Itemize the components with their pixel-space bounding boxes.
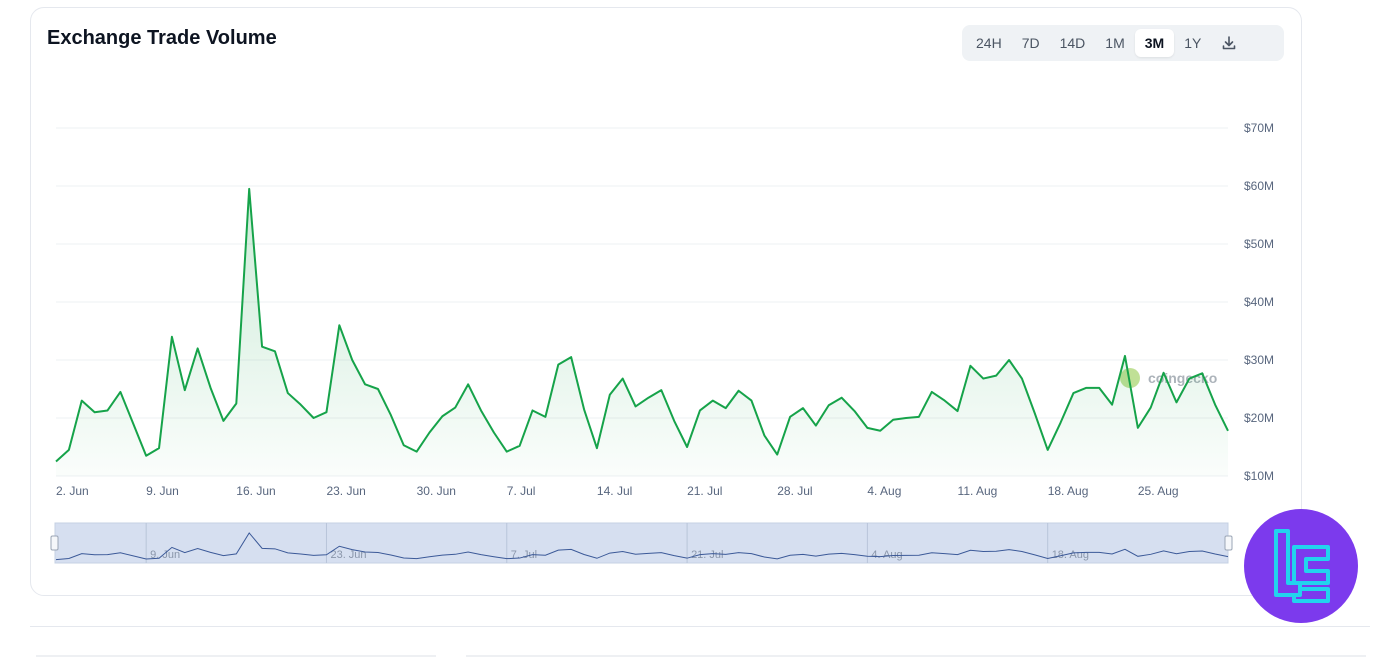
range-button-24h[interactable]: 24H [966,29,1012,57]
navigator-series-line [55,532,1229,561]
volume-chart: $10M $20M $30M $40M $50M $60M $70M 2. Jun 9. Ju… [50,121,1274,564]
y-tick-label: $30M [1244,353,1274,367]
range-button-1m[interactable]: 1M [1095,29,1134,57]
section-divider [30,626,1370,627]
y-tick-label: $50M [1244,237,1274,251]
navigator-background [54,522,1229,564]
navigator-tick-label: 4. Aug [871,549,902,561]
range-navigator[interactable]: 9. Jun 23. Jun 7. Jul 21. Jul 4. Aug 18. Aug [50,522,1233,564]
x-tick-label: 2. Jun [56,484,89,498]
y-tick-label: $70M [1244,121,1274,135]
y-tick-label: $20M [1244,411,1274,425]
x-tick-label: 9. Jun [146,484,179,498]
navigator-labels: 9. Jun 23. Jun 7. Jul 21. Jul 4. Aug 18. Aug [150,549,1089,561]
navigator-handle-right[interactable] [1224,535,1233,551]
navigator-tick-label: 18. Aug [1052,549,1089,561]
range-button-3m[interactable]: 3M [1134,29,1175,57]
section-divider [466,655,1366,657]
y-tick-label: $10M [1244,469,1274,483]
y-tick-label: $60M [1244,179,1274,193]
x-tick-label: 21. Jul [687,484,722,498]
range-button-14d[interactable]: 14D [1050,29,1096,57]
x-tick-label: 25. Aug [1138,484,1179,498]
x-tick-label: 16. Jun [236,484,275,498]
x-tick-label: 4. Aug [867,484,901,498]
x-tick-label: 28. Jul [777,484,812,498]
y-axis-labels: $10M $20M $30M $40M $50M $60M $70M [1244,121,1274,483]
volume-area-fill [56,188,1228,476]
section-divider [36,655,436,657]
chart-title: Exchange Trade Volume [47,27,277,49]
navigator-tick-label: 9. Jun [150,549,180,561]
navigator-handle-left[interactable] [50,535,59,551]
x-tick-label: 7. Jul [507,484,536,498]
x-axis-labels: 2. Jun 9. Jun 16. Jun 23. Jun 30. Jun 7. Jul 1… [56,484,1179,498]
download-icon [1223,36,1236,50]
navigator-tick-label: 23. Jun [330,549,366,561]
x-tick-label: 14. Jul [597,484,632,498]
download-button[interactable] [1215,29,1243,57]
range-button-1y[interactable]: 1Y [1174,29,1211,57]
x-tick-label: 23. Jun [326,484,365,498]
x-tick-label: 30. Jun [417,484,456,498]
brand-logo-icon [1244,509,1358,623]
x-tick-label: 11. Aug [958,484,998,498]
time-range-selector: 24H 7D 14D 1M 3M 1Y [962,25,1284,61]
volume-line [55,187,1229,463]
navigator-dividers [145,523,1049,563]
x-tick-label: 18. Aug [1048,484,1089,498]
y-tick-label: $40M [1244,295,1274,309]
range-button-7d[interactable]: 7D [1012,29,1050,57]
navigator-tick-label: 21. Jul [691,549,723,561]
